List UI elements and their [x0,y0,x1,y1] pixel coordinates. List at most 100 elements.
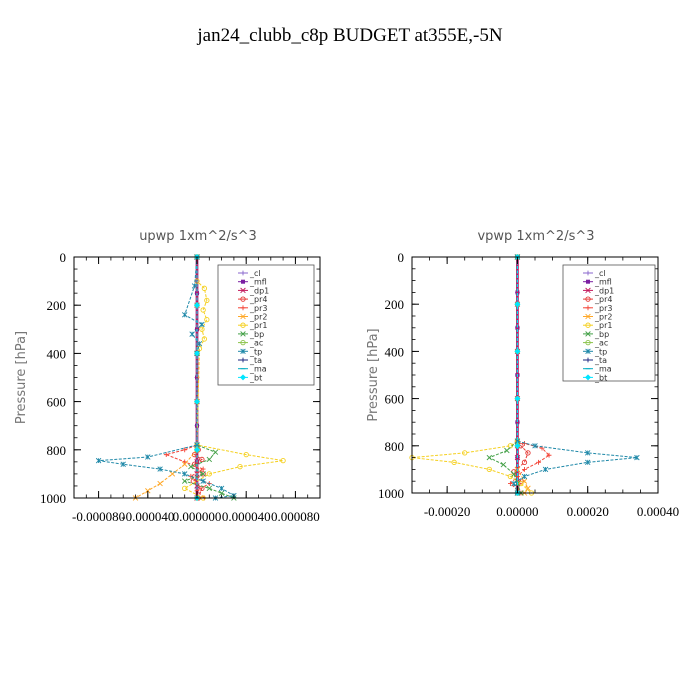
x-tick-label: 0.000080 [271,509,320,524]
data-point [199,321,205,328]
legend-marker [240,287,246,294]
y-tick-label: 200 [385,297,405,312]
y-tick-label: 400 [385,344,405,359]
plot-title: vpwp 1xm^2/s^3 [477,229,594,244]
legend-entry: _ma [249,365,267,374]
data-point [212,449,219,455]
data-point [206,471,212,477]
data-point [181,471,188,477]
series-line [192,257,204,499]
data-point [201,336,208,342]
legend-entry: _pr1 [249,321,267,330]
series-line [183,257,284,499]
data-point [218,485,225,492]
y-tick-label: 600 [385,392,405,407]
data-point [584,459,591,466]
data-point [189,331,195,337]
data-point [508,481,513,486]
data-point [194,483,200,489]
legend-entry: _bt [594,373,607,382]
x-tick-label: 0.000040 [222,509,271,524]
data-point [280,457,286,464]
legend-marker [585,331,591,337]
data-point [120,461,126,467]
data-point [182,447,188,453]
data-point [199,326,205,332]
legend-entry: _dp1 [249,286,269,295]
data-point [500,461,507,468]
legend-marker [585,348,591,355]
data-point [521,459,528,465]
data-point [546,452,552,458]
legend-marker [585,357,591,363]
data-point [542,466,549,473]
data-point [522,467,527,472]
data-point [181,478,188,484]
data-point [243,451,249,458]
data-point [196,341,203,347]
legend-entry: _pr1 [594,321,612,330]
series-line [513,257,637,494]
data-point [194,302,200,309]
data-point [514,348,521,355]
plot-title: upwp 1xm^2/s^3 [139,229,257,244]
data-point [200,471,206,477]
legend-marker [585,374,591,381]
series-line [98,256,236,499]
data-point [182,485,188,492]
x-tick-label: -0.000080 [72,509,125,524]
legend-marker [240,331,246,337]
figure-title: jan24_clubb_c8p BUDGET at355E,-5N [196,25,502,46]
y-tick-label: 0 [398,250,405,265]
x-tick-label: 0.00040 [637,504,679,519]
legend-entry: _ac [594,339,608,348]
legend-entry: _bp [594,330,609,339]
legend-entry: _pr3 [594,304,612,313]
legend-marker [240,374,246,381]
data-point [521,473,528,480]
y-tick-label: 1000 [378,486,404,501]
data-point [584,450,591,456]
legend-entry: _bp [249,330,264,339]
legend-marker [240,357,246,363]
series-line [411,257,532,494]
x-tick-label: 0.000000 [173,509,222,524]
legend-entry: _cl [594,269,606,278]
y-tick-label: 800 [47,443,67,458]
data-point [191,283,198,289]
legend-entry: _mfl [594,278,612,287]
y-tick-label: 0 [60,250,67,265]
data-point [451,459,457,465]
data-point [218,490,225,496]
x-tick-label: -0.00020 [424,504,471,519]
data-point [237,464,243,470]
data-point [514,301,521,308]
legend-box [562,264,656,382]
legend-entry: _cl [249,269,261,278]
legend-marker [585,296,591,302]
data-point [525,450,531,456]
data-point [206,485,213,492]
legend-entry: _pr4 [249,295,267,304]
series-bt [194,254,200,501]
data-point [518,480,524,487]
x-tick-label: 0.00020 [567,504,609,519]
series-tp [95,254,237,501]
vpwp-plot: vpwp 1xm^2/s^3 Pressure [hPa] 0 200 400 600 80… [366,229,679,519]
upwp-plot: upwp 1xm^2/s^3 Pressure [hPa] 0 200 400 600 80… [14,229,321,524]
data-point [188,463,194,470]
data-point [200,478,206,484]
legend-entry: _tp [249,347,262,356]
data-point [511,471,517,477]
legend-entry: _tp [594,347,607,356]
data-point [204,297,210,304]
data-point [511,480,517,487]
data-point [536,459,541,465]
legend-marker [240,339,246,346]
data-point [486,454,493,461]
data-point [181,312,188,318]
legend-entry: _pr2 [594,313,612,322]
data-point [507,473,514,480]
data-point [194,398,200,405]
